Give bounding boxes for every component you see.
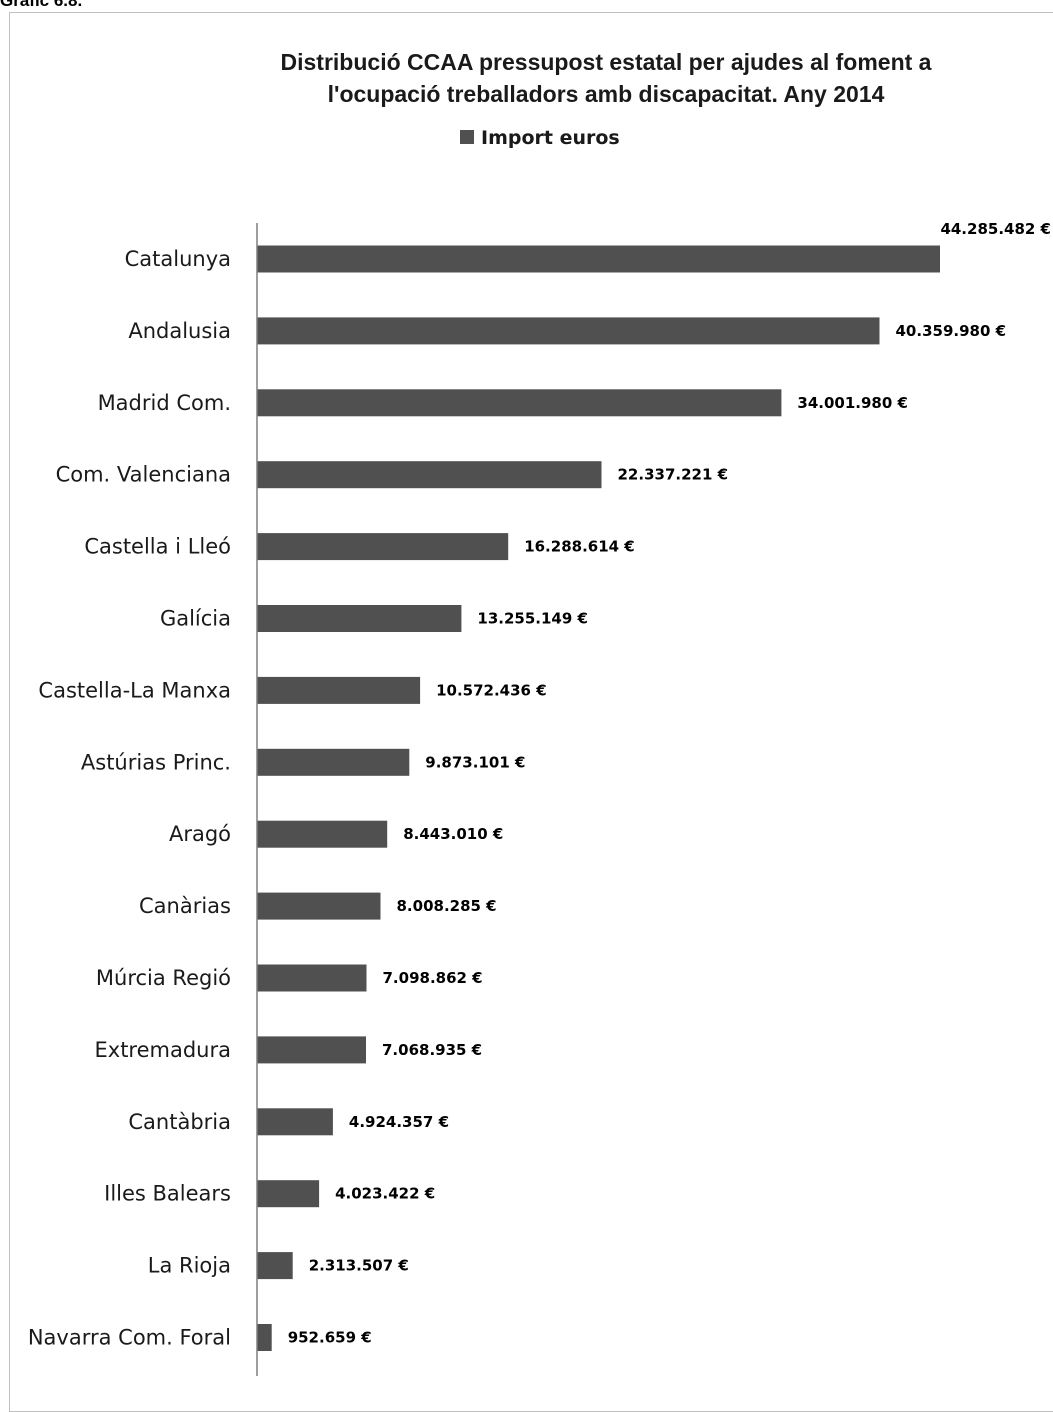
value-label-2: 34.001.980 € xyxy=(797,394,908,412)
value-label-15: 952.659 € xyxy=(288,1329,372,1347)
category-label-8: Aragó xyxy=(169,822,231,846)
category-label-3: Com. Valenciana xyxy=(56,463,231,487)
category-label-15: Navarra Com. Foral xyxy=(28,1326,231,1350)
legend: Import euros xyxy=(460,127,620,149)
value-label-13: 4.023.422 € xyxy=(335,1185,435,1203)
value-label-8: 8.443.010 € xyxy=(403,825,503,843)
value-labels: 44.285.482 € 40.359.980 € 34.001.980 € 22.3… xyxy=(288,220,1051,1347)
value-label-11: 7.068.935 € xyxy=(382,1041,482,1059)
category-label-6: Castella-La Manxa xyxy=(38,678,231,702)
bar-2 xyxy=(257,389,782,417)
legend-swatch xyxy=(460,130,474,144)
bar-15 xyxy=(257,1324,272,1351)
bar-1 xyxy=(257,317,880,345)
category-label-2: Madrid Com. xyxy=(98,391,231,415)
category-label-7: Astúrias Princ. xyxy=(81,750,231,774)
value-label-6: 10.572.436 € xyxy=(436,681,547,699)
value-label-9: 8.008.285 € xyxy=(397,897,497,915)
category-label-10: Múrcia Regió xyxy=(96,966,231,990)
bar-11 xyxy=(257,1036,366,1064)
category-label-11: Extremadura xyxy=(95,1038,232,1062)
category-label-5: Galícia xyxy=(160,607,231,631)
category-label-9: Canàrias xyxy=(139,894,231,918)
value-label-7: 9.873.101 € xyxy=(425,753,525,771)
value-label-1: 40.359.980 € xyxy=(896,322,1007,340)
bar-6 xyxy=(257,676,421,704)
value-label-12: 4.924.357 € xyxy=(349,1113,449,1131)
bar-14 xyxy=(257,1252,293,1280)
value-label-0: 44.285.482 € xyxy=(940,220,1051,238)
value-label-4: 16.288.614 € xyxy=(524,538,635,556)
bar-10 xyxy=(257,964,367,992)
value-label-10: 7.098.862 € xyxy=(383,969,483,987)
figure-caption: Gràfic 6.8. xyxy=(0,0,83,10)
value-label-3: 22.337.221 € xyxy=(618,466,729,484)
category-labels: Catalunya Andalusia Madrid Com. Com. Valenc… xyxy=(28,247,231,1350)
category-label-12: Cantàbria xyxy=(128,1110,231,1134)
bar-8 xyxy=(257,820,388,848)
chart-title-line-2: l'ocupació treballadors amb discapacitat… xyxy=(328,81,885,107)
legend-label: Import euros xyxy=(481,127,620,149)
value-label-14: 2.313.507 € xyxy=(309,1257,409,1275)
value-label-5: 13.255.149 € xyxy=(477,610,588,628)
chart-title-line-1: Distribució CCAA pressupost estatal per … xyxy=(281,49,932,75)
bar-4 xyxy=(257,533,509,561)
bar-7 xyxy=(257,748,410,776)
bar-12 xyxy=(257,1108,333,1136)
category-label-4: Castella i Lleó xyxy=(84,535,231,559)
category-label-13: Illes Balears xyxy=(104,1182,231,1206)
category-label-0: Catalunya xyxy=(125,247,231,271)
bar-3 xyxy=(257,461,602,489)
category-label-14: La Rioja xyxy=(148,1254,231,1278)
bar-5 xyxy=(257,605,462,632)
category-label-1: Andalusia xyxy=(128,319,231,343)
bar-0 xyxy=(257,245,940,273)
bar-9 xyxy=(257,892,381,920)
bars-group xyxy=(257,245,940,1351)
bar-13 xyxy=(257,1180,320,1208)
